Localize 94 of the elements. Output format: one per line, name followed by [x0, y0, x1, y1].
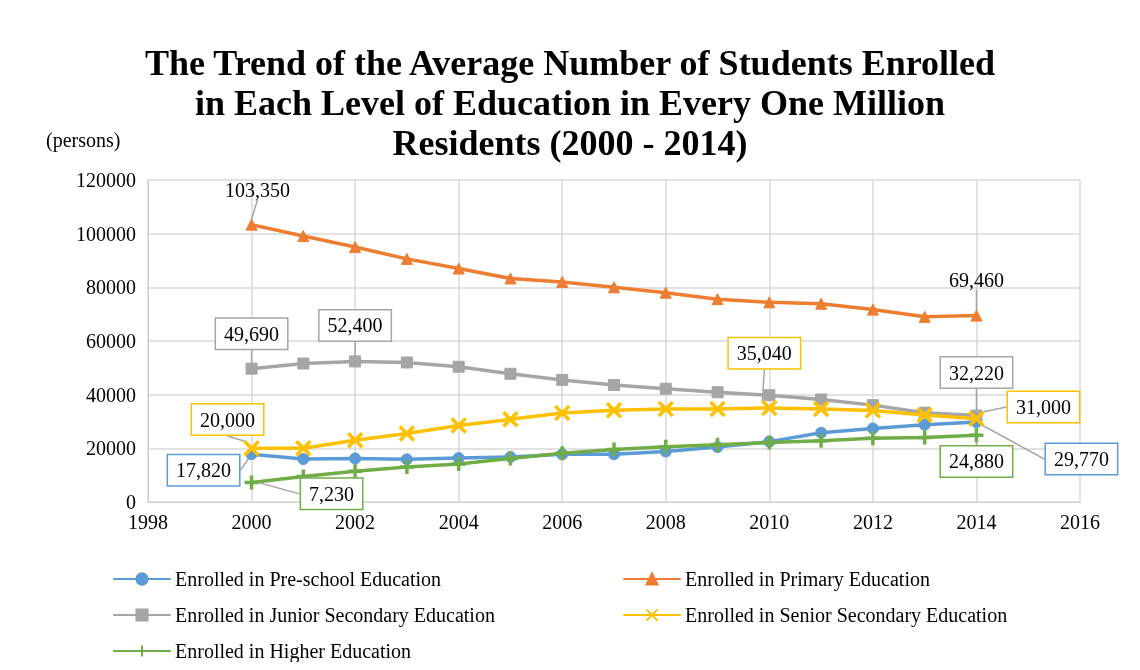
point [452, 360, 465, 373]
point [501, 449, 520, 468]
legend-label: Enrolled in Junior Secondary Education [175, 604, 495, 627]
chart-title: The Trend of the Average Number of Students Enrolled in Each Level of Education in Every One Million Residents (2000 - 2014) [144, 43, 996, 163]
point [763, 389, 776, 402]
point [918, 310, 931, 323]
point [346, 431, 364, 450]
point [297, 453, 310, 466]
data-label: 52,400 [327, 314, 383, 337]
point [245, 218, 258, 231]
point [711, 293, 724, 306]
point [760, 399, 779, 417]
y-tick-label: 100000 [76, 222, 136, 245]
data-label: 49,690 [224, 322, 280, 345]
point [864, 429, 882, 447]
data-label: 20,000 [200, 408, 256, 431]
y-axis-title: (persons) [46, 129, 121, 152]
point [398, 424, 416, 443]
point [708, 436, 727, 454]
x-tick-label: 2010 [749, 511, 790, 533]
y-tick-label: 60000 [86, 330, 136, 352]
y-tick-label: 0 [126, 491, 136, 513]
legend-label: Enrolled in Higher Education [175, 640, 412, 663]
x-tick-label: 2016 [1060, 511, 1100, 533]
point [864, 401, 882, 420]
data-label: 24,880 [948, 450, 1004, 473]
point [245, 362, 258, 375]
point [449, 416, 468, 435]
point [449, 455, 468, 473]
point [349, 241, 362, 254]
point [812, 400, 830, 418]
data-label: 103,350 [225, 178, 291, 201]
point [711, 386, 724, 399]
y-tick-label: 20000 [86, 437, 136, 460]
point [659, 382, 672, 395]
point [452, 262, 465, 275]
point [866, 303, 879, 316]
point [556, 373, 569, 386]
point [763, 296, 776, 309]
point [297, 230, 310, 243]
legend-label: Enrolled in Primary Education [685, 568, 930, 591]
data-label: 7,230 [309, 482, 355, 505]
point [242, 473, 261, 492]
y-tick-label: 80000 [86, 276, 136, 299]
point [349, 452, 362, 465]
point [346, 462, 364, 480]
legend-label: Enrolled in Senior Secondary Education [685, 604, 1008, 627]
point [242, 439, 261, 458]
data-label: 32,220 [948, 361, 1004, 384]
x-tick-label: 2014 [956, 511, 997, 533]
data-label: 17,820 [176, 459, 232, 482]
point [760, 433, 779, 452]
data-label: 69,460 [948, 268, 1004, 291]
point [918, 418, 931, 431]
point [657, 437, 675, 456]
point [501, 410, 520, 429]
point [400, 356, 413, 369]
y-tick-label: 40000 [86, 383, 136, 406]
point [504, 272, 517, 285]
x-tick-label: 2002 [335, 511, 376, 533]
data-label: 31,000 [1015, 396, 1071, 419]
x-tick-label: 2012 [852, 511, 893, 533]
data-label: 35,040 [736, 342, 792, 365]
y-tick-label: 120000 [76, 169, 136, 191]
point [815, 297, 828, 310]
point [553, 444, 571, 462]
point [553, 404, 571, 422]
point [657, 400, 675, 418]
data-label: 29,770 [1053, 448, 1109, 471]
x-tick-label: 1998 [128, 511, 168, 533]
point [400, 252, 413, 265]
point [967, 426, 986, 444]
legend-label: Enrolled in Pre-school Education [175, 568, 442, 590]
point [608, 379, 620, 392]
point [915, 406, 934, 424]
point [504, 367, 517, 380]
x-tick-label: 2006 [542, 511, 583, 533]
point [812, 432, 830, 450]
point [915, 428, 934, 447]
point [398, 458, 416, 476]
x-tick-label: 2008 [645, 511, 686, 533]
point [708, 400, 727, 418]
point [297, 357, 310, 370]
point [605, 401, 623, 419]
point [605, 440, 623, 459]
point [967, 410, 986, 428]
x-tick-label: 2000 [231, 511, 272, 533]
x-tick-label: 2004 [438, 511, 479, 533]
point [294, 439, 313, 458]
point [349, 355, 362, 368]
point [970, 309, 983, 322]
point [608, 281, 620, 294]
point [659, 286, 672, 299]
point [556, 275, 569, 288]
